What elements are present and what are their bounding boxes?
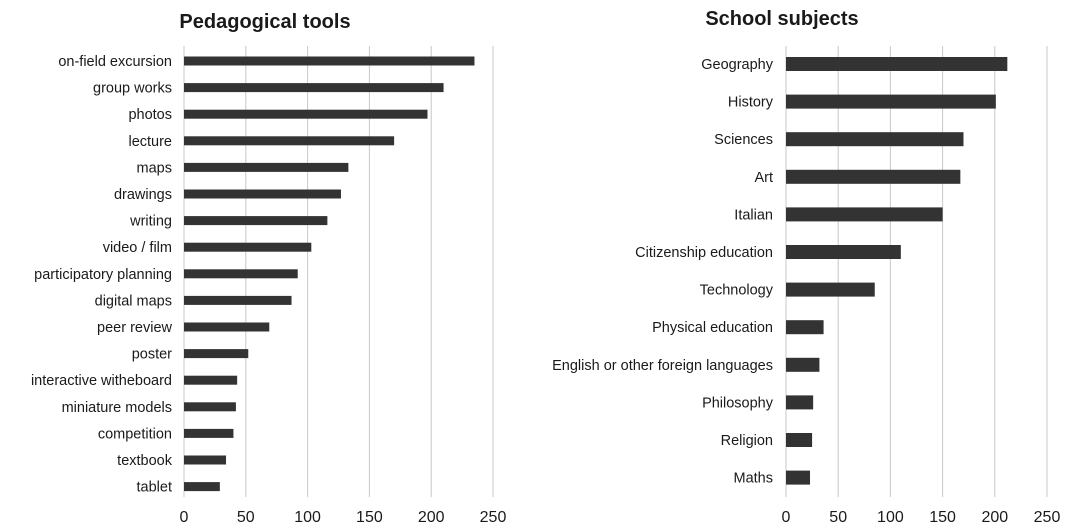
tools-category-label: drawings xyxy=(114,187,172,203)
tools-category-label: interactive witheboard xyxy=(31,373,172,389)
subjects-category-label: Religion xyxy=(721,433,773,449)
tools-x-tick-label: 100 xyxy=(294,509,321,526)
tools-bar xyxy=(184,162,349,172)
subjects-bar xyxy=(786,169,961,184)
subjects-category-label: Physical education xyxy=(652,320,773,336)
tools-category-label: textbook xyxy=(117,453,173,469)
tools-category-label: group works xyxy=(93,81,172,97)
tools-category-label: tablet xyxy=(137,480,172,496)
tools-bar xyxy=(184,349,249,359)
subjects-chart-title: School subjects xyxy=(705,8,858,30)
tools-x-tick-label: 50 xyxy=(237,509,255,526)
subjects-category-label: Philosophy xyxy=(702,395,774,411)
tools-chart: Pedagogical tools 0 50 100 150 200 250 on-field… xyxy=(31,11,507,526)
subjects-bar xyxy=(786,207,943,222)
tools-bar xyxy=(184,428,234,438)
subjects-bar xyxy=(786,132,964,147)
subjects-category-label: Maths xyxy=(734,471,774,487)
tools-chart-title: Pedagogical tools xyxy=(179,11,350,33)
tools-bar xyxy=(184,455,227,465)
tools-x-tick-label: 0 xyxy=(180,509,189,526)
subjects-x-tick-label: 50 xyxy=(829,509,847,526)
subjects-bar xyxy=(786,320,824,335)
subjects-x-tick-label: 250 xyxy=(1034,509,1061,526)
tools-bar xyxy=(184,482,220,492)
tools-category-label: participatory planning xyxy=(34,267,172,283)
subjects-x-tick-label: 150 xyxy=(929,509,956,526)
tools-x-tick-label: 200 xyxy=(418,509,445,526)
subjects-category-label: Art xyxy=(754,170,773,186)
tools-category-label: peer review xyxy=(97,320,172,336)
subjects-x-tick-label: 0 xyxy=(782,509,791,526)
subjects-category-label: Italian xyxy=(734,207,773,223)
tools-x-tick-label: 250 xyxy=(480,509,507,526)
subjects-bar xyxy=(786,433,813,447)
subjects-category-label: English or other foreign languages xyxy=(552,358,773,374)
tools-bar xyxy=(184,83,444,93)
tools-category-label: miniature models xyxy=(62,400,172,416)
tools-category-label: digital maps xyxy=(95,293,172,309)
tools-bar xyxy=(184,375,238,385)
subjects-category-label: Technology xyxy=(700,283,774,299)
tools-bar xyxy=(184,242,312,252)
subjects-bar xyxy=(786,57,1008,71)
tools-bar xyxy=(184,56,475,66)
tools-category-label: competition xyxy=(98,426,172,442)
subjects-bar xyxy=(786,94,996,109)
tools-category-label: lecture xyxy=(128,134,172,150)
subjects-bar xyxy=(786,357,820,372)
subjects-category-label: Geography xyxy=(701,57,773,73)
tools-category-label: writing xyxy=(129,214,172,230)
subjects-bar xyxy=(786,470,811,485)
subjects-x-tick-label: 100 xyxy=(877,509,904,526)
tools-bar xyxy=(184,295,292,305)
subjects-category-label: History xyxy=(728,95,774,111)
tools-bar xyxy=(184,216,328,226)
tools-category-label: video / film xyxy=(103,240,172,256)
subjects-x-tick-label: 200 xyxy=(981,509,1008,526)
tools-bar xyxy=(184,189,341,199)
tools-category-label: photos xyxy=(128,107,172,123)
subjects-category-label: Sciences xyxy=(714,132,773,148)
tools-bar xyxy=(184,322,270,332)
subjects-bar xyxy=(786,395,814,410)
subjects-chart: School subjects 0 50 100 150 200 250 Geography H… xyxy=(552,8,1060,526)
subjects-bar xyxy=(786,282,875,297)
tools-bar xyxy=(184,269,298,279)
tools-bar xyxy=(184,402,236,412)
tools-bar xyxy=(184,136,395,146)
tools-bar xyxy=(184,109,428,119)
tools-category-label: on-field excursion xyxy=(58,54,172,70)
subjects-category-label: Citizenship education xyxy=(635,245,773,261)
subjects-bar xyxy=(786,245,901,259)
tools-x-tick-label: 150 xyxy=(356,509,383,526)
tools-category-label: poster xyxy=(132,347,172,363)
tools-category-label: maps xyxy=(137,160,172,176)
